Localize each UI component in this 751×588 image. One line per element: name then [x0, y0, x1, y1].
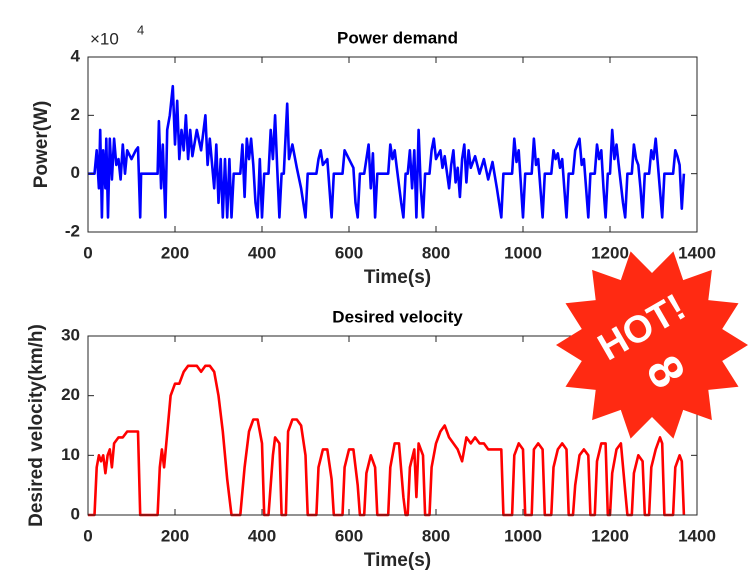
x-axis-label: Time(s) [364, 550, 431, 571]
x-tick-label: 200 [161, 526, 189, 545]
x-tick-label: 600 [335, 526, 363, 545]
y-tick-label: 10 [61, 445, 80, 464]
y-tick-label: 0 [71, 163, 80, 182]
x-tick-label: 400 [248, 243, 276, 262]
x-tick-label: 1400 [678, 243, 716, 262]
y-tick-label: 30 [61, 325, 80, 344]
data-line [88, 84, 686, 219]
badge: HOT! 8 [556, 251, 748, 439]
x-tick-label: 0 [83, 243, 92, 262]
y-axis-label: Desired velocity(km/h) [26, 324, 47, 527]
y-tick-label: 20 [61, 385, 80, 404]
y-multiplier-exponent: 4 [137, 22, 144, 37]
x-tick-label: 1200 [591, 526, 629, 545]
chart-title: Desired velocity [332, 307, 463, 326]
axes-box [87, 335, 698, 516]
x-tick-label: 1000 [504, 243, 542, 262]
x-axis-label: Time(s) [364, 267, 431, 288]
x-tick-label: 1000 [504, 526, 542, 545]
y-tick-label: 0 [71, 504, 80, 523]
badge-star [556, 251, 748, 439]
x-tick-label: 1200 [591, 243, 629, 262]
x-tick-label: 600 [335, 243, 363, 262]
x-tick-label: 800 [422, 243, 450, 262]
y-axis-label: Power(W) [31, 101, 52, 189]
y-tick-label: -2 [65, 221, 80, 240]
x-tick-label: 400 [248, 526, 276, 545]
y-tick-label: 2 [71, 105, 80, 124]
y-multiplier-base: ×10 [90, 29, 119, 48]
x-tick-label: 0 [83, 526, 92, 545]
x-tick-label: 200 [161, 243, 189, 262]
data-line [88, 364, 686, 517]
x-tick-label: 1400 [678, 526, 716, 545]
chart-title: Power demand [337, 28, 458, 47]
x-tick-label: 800 [422, 526, 450, 545]
y-tick-label: 4 [71, 46, 81, 65]
axes-box [87, 56, 698, 233]
